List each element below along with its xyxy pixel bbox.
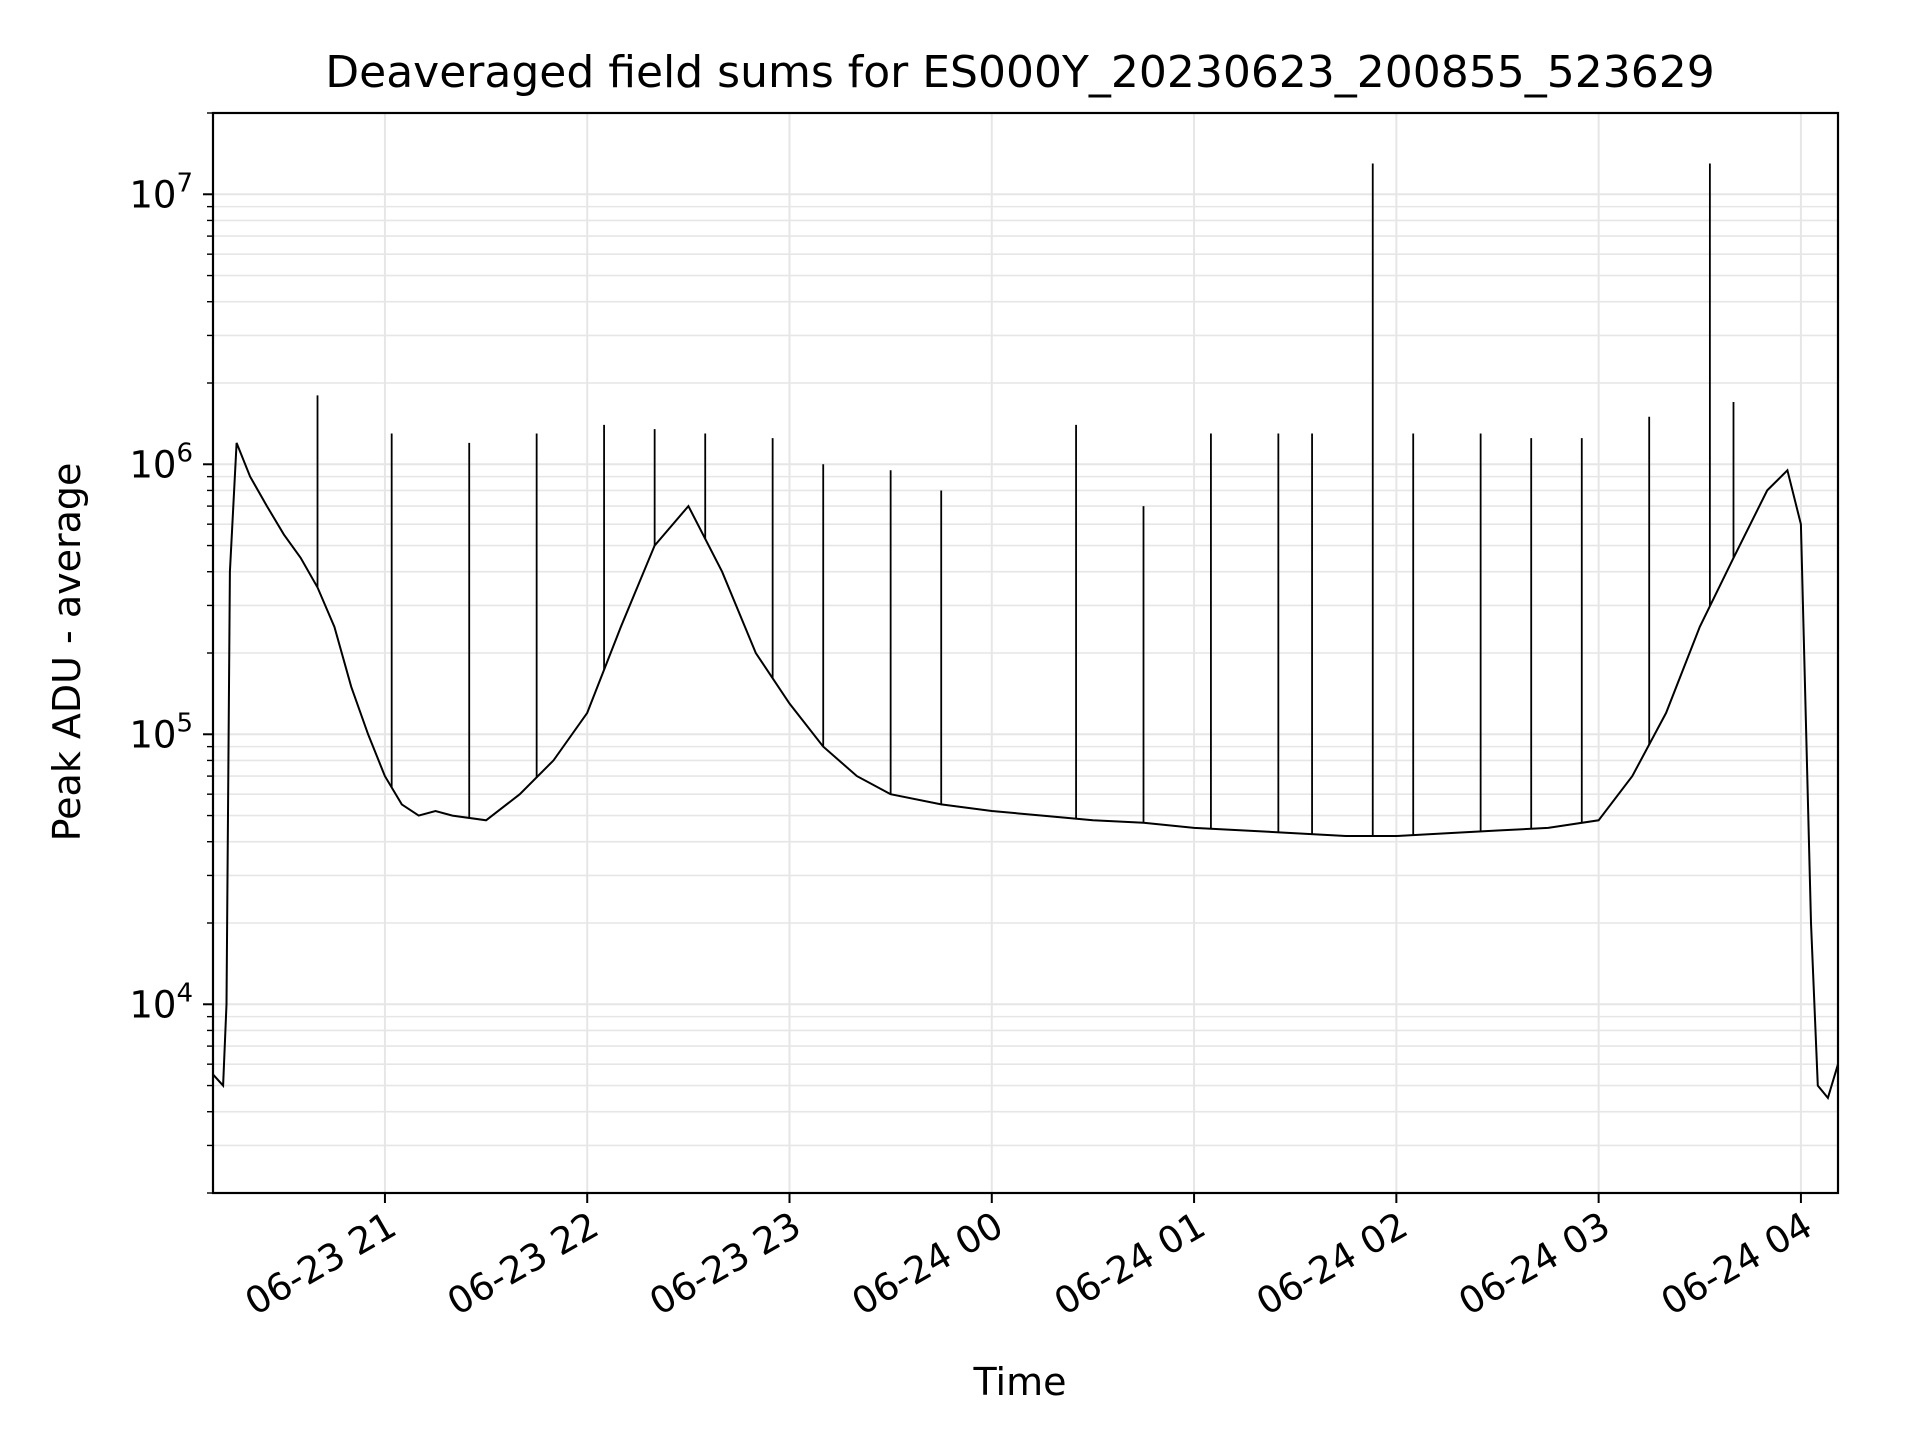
chart-title: Deaveraged field sums for ES000Y_2023062… [325,47,1714,98]
x-tick-label: 06-23 22 [440,1204,606,1324]
x-tick-label: 06-24 02 [1249,1204,1415,1324]
x-tick-label: 06-24 03 [1452,1204,1618,1324]
grid-layer [213,112,1838,1194]
y-tick-label: 105 [129,708,193,756]
y-tick-label: 106 [129,438,193,486]
x-tick-label: 06-24 01 [1047,1204,1213,1324]
x-tick-label: 06-23 21 [238,1204,404,1324]
x-axis-label: Time [973,1360,1067,1404]
x-tick-label: 06-23 23 [642,1204,808,1324]
y-tick-label: 107 [129,168,193,216]
plot-layer [212,163,1839,1100]
tick-layer: 104 105 106 107 06-23 21 06-23 22 06-23 23 06-2… [129,112,1820,1324]
x-tick-label: 06-24 00 [845,1204,1011,1324]
series-line [212,442,1839,1100]
y-axis-label: Peak ADU - average [45,463,89,842]
y-tick-label: 104 [129,978,193,1026]
x-tick-label: 06-24 04 [1654,1204,1820,1324]
